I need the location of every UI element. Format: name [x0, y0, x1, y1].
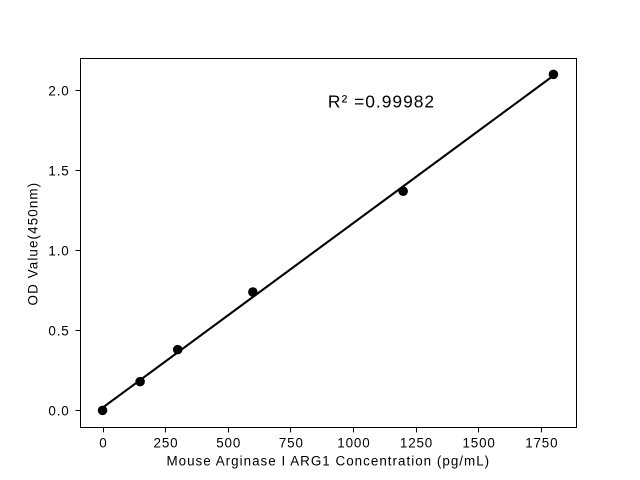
svg-text:1.0: 1.0: [48, 244, 69, 259]
svg-text:1250: 1250: [400, 436, 433, 451]
svg-text:R² =0.99982: R² =0.99982: [328, 92, 435, 112]
svg-text:750: 750: [279, 436, 304, 451]
svg-text:2.0: 2.0: [48, 84, 69, 99]
svg-text:1000: 1000: [337, 436, 370, 451]
svg-text:1750: 1750: [525, 436, 558, 451]
svg-text:Mouse Arginase I ARG1 Concentr: Mouse Arginase I ARG1 Concentration (pg/…: [166, 454, 490, 469]
svg-text:250: 250: [154, 436, 179, 451]
svg-text:0: 0: [99, 436, 107, 451]
svg-text:0.0: 0.0: [48, 404, 69, 419]
svg-text:500: 500: [216, 436, 241, 451]
svg-text:1500: 1500: [462, 436, 495, 451]
svg-text:0.5: 0.5: [48, 324, 69, 339]
svg-text:OD Value(450nm): OD Value(450nm): [26, 182, 41, 306]
svg-text:1.5: 1.5: [48, 164, 69, 179]
